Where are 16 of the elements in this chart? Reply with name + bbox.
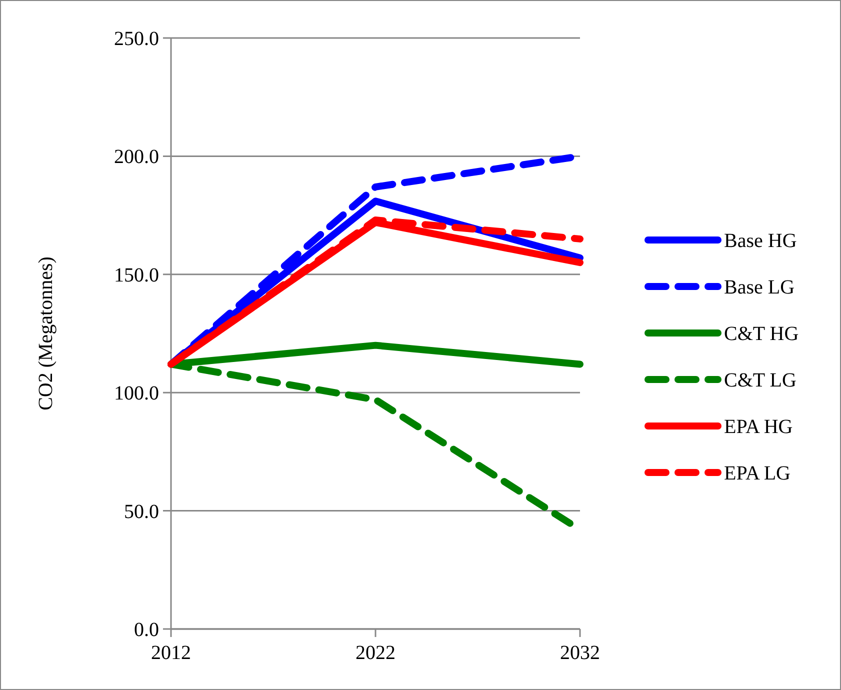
legend-label: C&T LG <box>724 370 796 392</box>
x-tick-label: 2012 <box>151 642 191 664</box>
y-tick-label: 250.0 <box>114 28 159 50</box>
y-tick-label: 100.0 <box>114 382 159 405</box>
legend-label: Base LG <box>724 276 795 298</box>
y-tick-label: 150.0 <box>114 264 159 286</box>
legend-label: EPA HG <box>724 416 793 438</box>
legend-label: Base HG <box>724 230 797 252</box>
x-tick-label: 2032 <box>560 642 600 664</box>
y-tick-label: 200.0 <box>114 146 159 168</box>
x-tick-label: 2022 <box>356 642 396 664</box>
y-tick-label: 0.0 <box>134 619 159 641</box>
y-axis-title: CO2 (Megatonnes) <box>35 256 57 410</box>
y-tick-label: 50.0 <box>124 500 159 523</box>
legend-label: C&T HG <box>724 323 799 345</box>
legend-label: EPA LG <box>724 462 791 484</box>
